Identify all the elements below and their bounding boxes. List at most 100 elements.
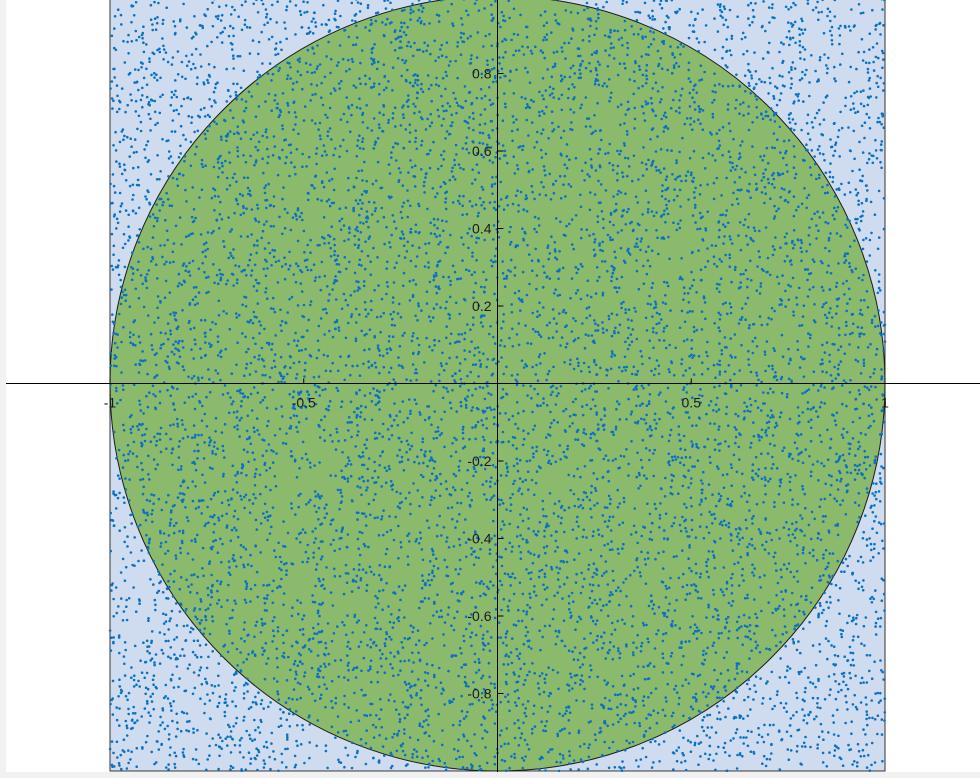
sample-point	[491, 102, 495, 105]
sample-point	[753, 51, 756, 54]
sample-point	[360, 49, 364, 52]
sample-point	[262, 171, 265, 175]
sample-point	[737, 615, 741, 619]
sample-point	[734, 412, 737, 416]
sample-point	[706, 437, 710, 441]
sample-point	[590, 516, 593, 519]
sample-point	[762, 172, 765, 175]
sample-point	[271, 154, 275, 157]
sample-point	[434, 383, 438, 387]
sample-point	[638, 571, 642, 574]
sample-point	[388, 347, 392, 350]
sample-point	[854, 111, 857, 114]
sample-point	[388, 467, 391, 471]
sample-point	[334, 275, 337, 278]
sample-point	[406, 555, 410, 558]
sample-point	[227, 723, 230, 727]
sample-point	[391, 214, 395, 217]
sample-point	[208, 441, 212, 444]
sample-point	[116, 94, 119, 98]
sample-point	[161, 721, 164, 724]
sample-point	[213, 65, 216, 69]
sample-point	[723, 336, 727, 339]
sample-point	[172, 700, 175, 703]
sample-point	[442, 386, 446, 389]
sample-point	[675, 161, 678, 165]
sample-point	[831, 552, 835, 555]
sample-point	[660, 214, 664, 217]
sample-point	[330, 699, 333, 703]
sample-point	[698, 575, 702, 579]
sample-point	[306, 390, 309, 394]
sample-point	[244, 130, 247, 134]
sample-point	[451, 723, 455, 727]
sample-point	[869, 95, 872, 98]
sample-point	[206, 44, 209, 48]
sample-point	[725, 412, 728, 416]
sample-point	[390, 754, 394, 757]
sample-point	[720, 352, 724, 356]
sample-point	[735, 389, 739, 393]
sample-point	[237, 265, 241, 268]
sample-point	[504, 632, 508, 635]
sample-point	[708, 510, 711, 514]
sample-point	[516, 164, 519, 167]
sample-point	[147, 314, 150, 317]
sample-point	[258, 320, 261, 323]
sample-point	[119, 278, 122, 282]
sample-point	[360, 193, 364, 196]
sample-point	[852, 664, 856, 667]
sample-point	[809, 681, 812, 684]
sample-point	[690, 10, 693, 14]
sample-point	[406, 25, 409, 29]
sample-point	[489, 580, 492, 583]
sample-point	[452, 91, 455, 95]
sample-point	[295, 537, 298, 540]
sample-point	[856, 742, 860, 746]
sample-point	[393, 402, 396, 405]
sample-point	[440, 418, 443, 421]
sample-point	[548, 624, 552, 627]
sample-point	[672, 221, 675, 224]
sample-point	[611, 593, 614, 596]
chart-canvas: -1 -0.5 0.5 1 0.8 0.6 0.4 0.2 -0.2 -0.4 -0.6 -0.8	[6, 0, 980, 772]
sample-point	[111, 679, 115, 683]
sample-point	[245, 582, 249, 585]
sample-point	[622, 581, 625, 584]
sample-point	[742, 736, 745, 739]
sample-point	[633, 306, 636, 310]
sample-point	[493, 686, 497, 689]
sample-point	[217, 701, 221, 705]
sample-point	[120, 597, 123, 600]
sample-point	[602, 5, 605, 9]
sample-point	[355, 225, 359, 229]
sample-point	[218, 166, 221, 170]
sample-point	[492, 357, 496, 361]
sample-point	[823, 191, 827, 195]
sample-point	[776, 607, 780, 610]
sample-point	[822, 608, 825, 612]
sample-point	[633, 117, 637, 121]
sample-point	[124, 694, 128, 698]
sample-point	[521, 703, 525, 706]
sample-point	[711, 644, 715, 647]
sample-point	[664, 696, 667, 699]
sample-point	[192, 62, 195, 66]
sample-point	[442, 150, 446, 153]
sample-point	[724, 64, 727, 67]
sample-point	[722, 746, 725, 749]
sample-point	[753, 684, 756, 687]
sample-point	[445, 109, 448, 112]
sample-point	[691, 443, 694, 446]
sample-point	[737, 542, 740, 546]
sample-point	[475, 96, 479, 100]
sample-point	[859, 701, 863, 704]
sample-point	[654, 165, 658, 169]
sample-point	[617, 286, 621, 290]
sample-point	[457, 572, 460, 576]
sample-point	[335, 64, 339, 67]
sample-point	[231, 488, 235, 491]
sample-point	[451, 442, 454, 445]
sample-point	[586, 6, 589, 10]
sample-point	[401, 400, 405, 403]
